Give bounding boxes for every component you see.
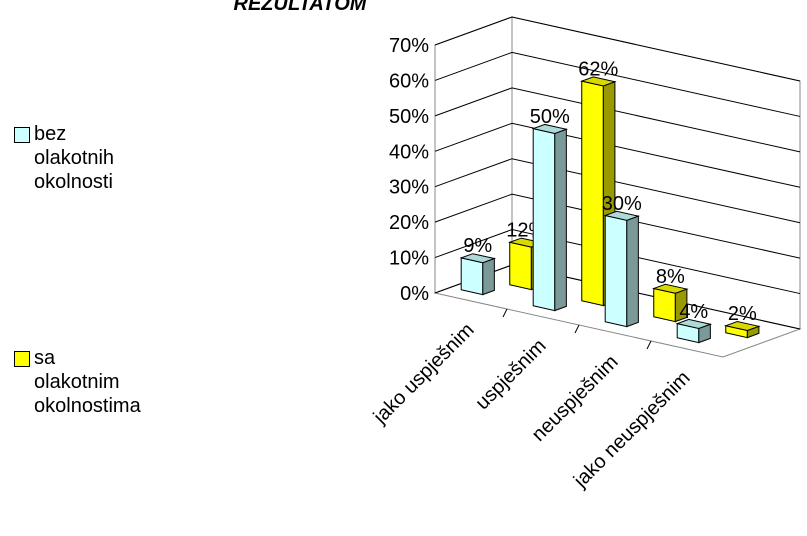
data-label: 50% [530, 106, 570, 128]
bar-side [482, 257, 495, 296]
data-label: 2% [728, 303, 757, 325]
bar [651, 283, 689, 323]
x-tick-label: jako uspješnim [369, 319, 479, 429]
bar-front [532, 128, 556, 312]
x-tick-label: neuspješnim [528, 351, 623, 446]
chart-title: REZULTATOM [234, 0, 368, 15]
grid-line [434, 193, 801, 259]
legend-label: bez olakotnih okolnosti [34, 123, 115, 193]
bar-top [531, 123, 569, 134]
legend-swatch [14, 127, 30, 143]
data-label: 8% [656, 266, 685, 288]
x-tick-label: uspješnim [471, 335, 550, 414]
legend-entry: bez olakotnih okolnosti [14, 122, 146, 194]
bar-front [460, 257, 484, 296]
grid-line [434, 158, 801, 224]
bar-side [554, 128, 567, 312]
legend-label: sa olakotnim okolnostima [34, 347, 141, 417]
y-tick-label: 0% [400, 283, 429, 305]
bar-top [675, 318, 713, 329]
grid-line [434, 87, 801, 153]
bar [723, 320, 761, 339]
y-tick-label: 30% [389, 177, 429, 199]
y-tick-label: 40% [389, 141, 429, 163]
bar [603, 210, 641, 328]
data-label: 4% [679, 301, 708, 323]
legend-entry: sa olakotnim okolnostima [14, 346, 146, 418]
grid-line [434, 51, 801, 117]
bar-top [579, 76, 617, 87]
bar [675, 318, 713, 344]
grid-line [434, 122, 801, 188]
legend-swatch [14, 351, 30, 367]
y-tick-label: 50% [389, 106, 429, 128]
bar [459, 253, 497, 296]
x-tick [502, 308, 508, 318]
y-tick-label: 70% [389, 35, 429, 57]
bar-front [509, 241, 532, 291]
x-tick [574, 324, 580, 334]
bar-front [581, 80, 604, 307]
bar-top [651, 283, 689, 294]
bar-top [603, 210, 641, 221]
bar-front [653, 287, 676, 323]
data-label: 30% [602, 193, 642, 215]
bar-side [626, 215, 639, 328]
y-tick-label: 20% [389, 212, 429, 234]
bar-top [459, 253, 497, 264]
y-tick-label: 10% [389, 248, 429, 270]
x-tick [646, 340, 652, 350]
grid-line [434, 229, 801, 295]
data-label: 62% [578, 58, 618, 80]
bar-top [723, 320, 761, 332]
data-label: 9% [463, 235, 492, 257]
grid-line [434, 16, 801, 82]
y-tick-label: 60% [389, 70, 429, 92]
bar-front [604, 214, 628, 328]
bar [531, 123, 569, 312]
